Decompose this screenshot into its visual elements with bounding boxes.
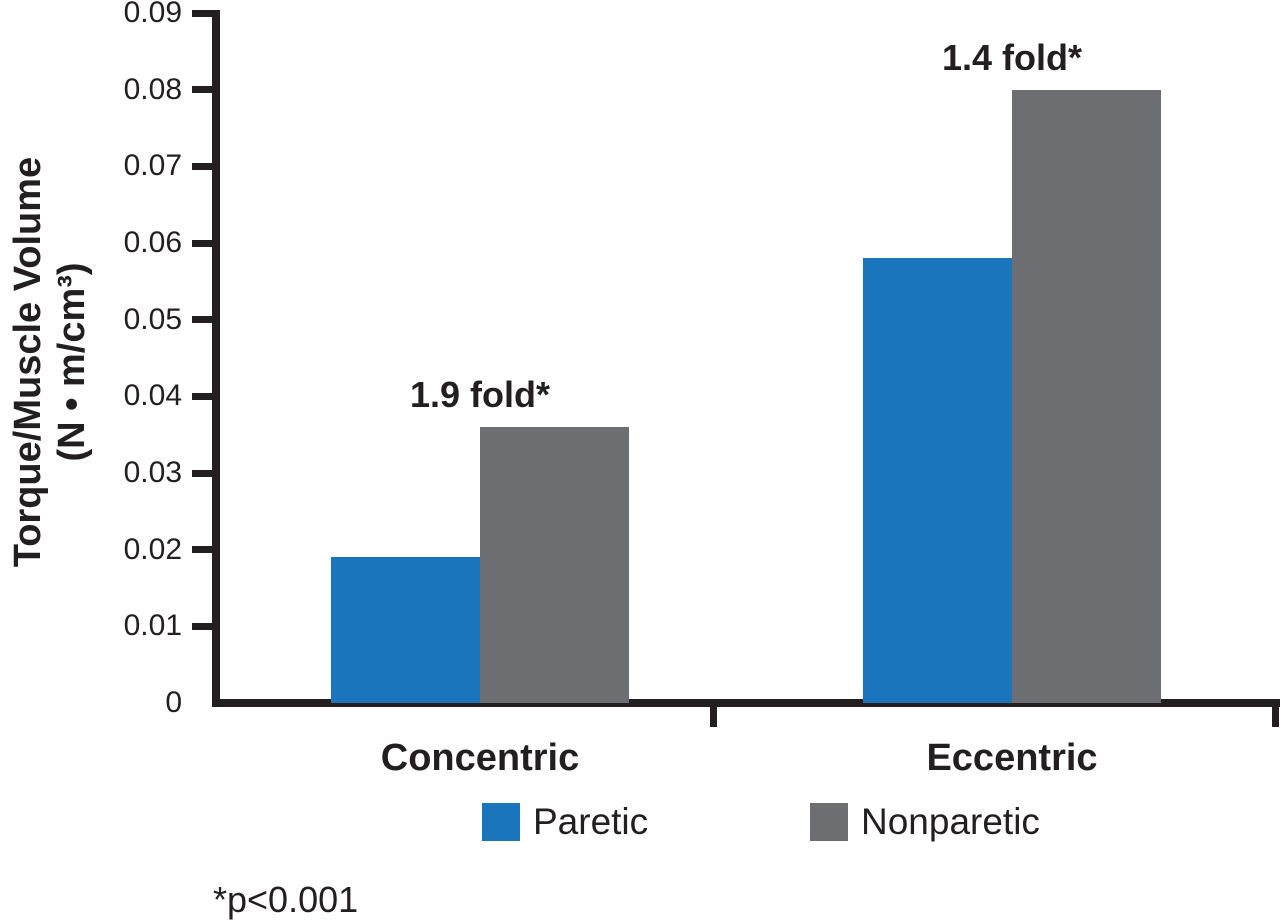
- y-tick-label-0: 0: [165, 686, 182, 719]
- y-tick-0.04: [192, 392, 213, 400]
- legend-swatch-paretic: [482, 803, 520, 841]
- legend-item-nonparetic: Nonparetic: [810, 802, 1040, 842]
- y-tick-label-0.03: 0.03: [123, 456, 182, 489]
- y-tick-0.03: [192, 469, 213, 477]
- y-axis-line: [212, 10, 220, 707]
- y-tick-0.08: [192, 86, 213, 94]
- x-axis-end-tick: [1272, 707, 1279, 727]
- y-tick-0.06: [192, 239, 213, 247]
- y-tick-label-0.02: 0.02: [123, 532, 182, 566]
- bar-paretic-concentric: [331, 557, 480, 703]
- fold-annotation-concentric: 1.9 fold*: [409, 374, 551, 415]
- y-tick-label-0.08: 0.08: [123, 72, 182, 106]
- legend-label-paretic: Paretic: [533, 801, 649, 842]
- bar-nonparetic-eccentric: [1012, 89, 1161, 703]
- y-tick-label-0.06: 0.06: [123, 226, 182, 259]
- y-tick-0.01: [192, 622, 213, 630]
- footnote: *p<0.001: [213, 879, 359, 920]
- category-label-concentric: Concentric: [380, 737, 580, 779]
- y-tick-label-0.05: 0.05: [123, 302, 182, 336]
- legend-label-nonparetic: Nonparetic: [861, 801, 1040, 842]
- y-axis-title-line2: (N • m/cm³): [51, 262, 93, 462]
- bar-paretic-eccentric: [863, 258, 1012, 703]
- x-axis-divider-tick: [710, 707, 717, 727]
- bar-nonparetic-concentric: [480, 427, 629, 703]
- x-axis-line: [212, 699, 1280, 707]
- y-tick-0.07: [192, 162, 213, 170]
- y-tick-0.09: [192, 9, 213, 17]
- category-label-eccentric: Eccentric: [926, 737, 1098, 779]
- y-tick-0.02: [192, 546, 213, 554]
- y-tick-label-0.04: 0.04: [123, 379, 182, 413]
- y-tick-label-0.07: 0.07: [123, 149, 182, 183]
- y-tick-label-0.09: 0.09: [123, 0, 182, 29]
- fold-annotation-eccentric: 1.4 fold*: [941, 36, 1083, 78]
- legend-item-paretic: Paretic: [482, 802, 648, 842]
- y-axis-title-line1: Torque/Muscle Volume: [7, 156, 49, 568]
- y-axis-title: Torque/Muscle Volume (N • m/cm³): [6, 12, 94, 712]
- legend-swatch-nonparetic: [810, 803, 848, 841]
- y-tick-label-0.01: 0.01: [123, 609, 182, 643]
- y-tick-0.05: [192, 316, 213, 324]
